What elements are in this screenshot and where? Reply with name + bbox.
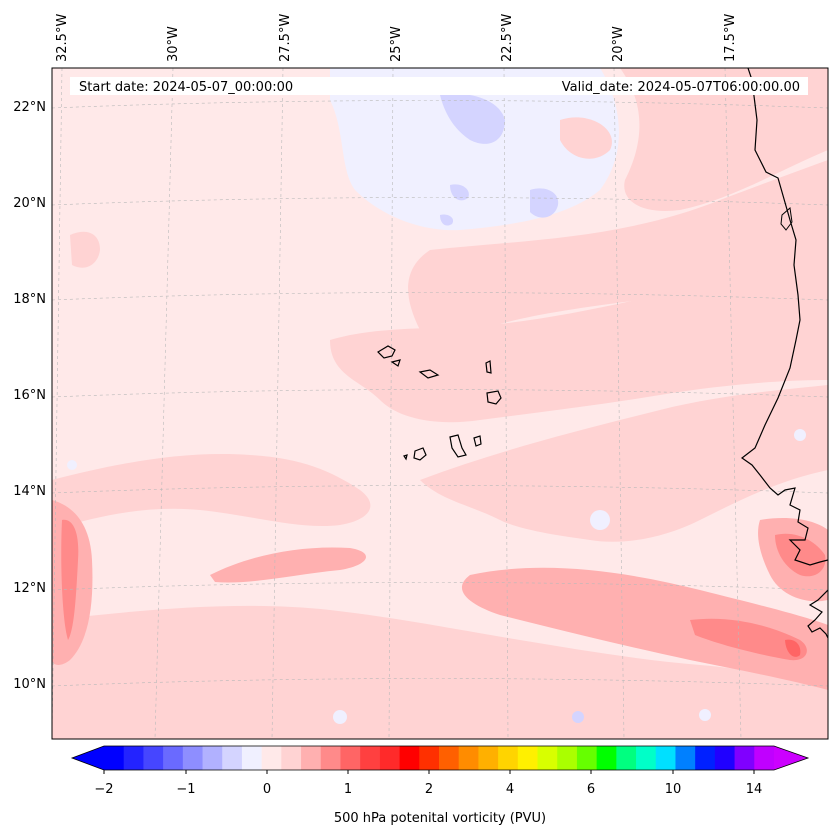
colorbar-segment — [340, 746, 361, 770]
colorbar-segment — [576, 746, 598, 770]
lat-label: 14°N — [13, 484, 46, 499]
coastline — [780, 207, 793, 231]
pv-band — [620, 68, 828, 211]
pv-band — [210, 547, 367, 583]
lat-label: 18°N — [13, 292, 46, 307]
colorbar-segment — [695, 746, 716, 770]
negative-pv-spot — [440, 93, 505, 144]
pv-band — [70, 231, 100, 268]
pv-core — [61, 519, 79, 640]
lon-label: 30°W — [166, 26, 181, 62]
colorbar-segment — [734, 746, 755, 770]
latitude-labels: 22°N 20°N 18°N 16°N 14°N 12°N 10°N — [13, 100, 46, 692]
lon-label: 22.5°W — [500, 14, 515, 62]
colorbar-segment — [675, 746, 696, 770]
coastline — [807, 589, 828, 639]
colorbar-tick-label: 10 — [665, 782, 682, 797]
colorbar-segment — [241, 746, 263, 770]
colorbar-tick-label: −1 — [176, 782, 195, 797]
colorbar-segment — [182, 746, 204, 770]
negative-pv-spot — [440, 214, 454, 226]
colorbar-tick-label: −2 — [94, 782, 113, 797]
gridlines — [52, 68, 828, 739]
colorbar-segment — [419, 746, 440, 770]
pv-band — [52, 605, 828, 739]
colorbar-segment — [261, 746, 282, 770]
lat-label: 16°N — [13, 388, 46, 403]
negative-pv-spot — [67, 460, 77, 470]
colorbar-under-extend — [72, 746, 104, 770]
colorbar-segment — [281, 746, 302, 770]
colorbar-over-extend — [774, 746, 808, 770]
lat-label: 12°N — [13, 581, 46, 596]
negative-pv-spot — [590, 510, 610, 530]
colorbar-segment — [655, 746, 676, 770]
coastline — [740, 68, 828, 566]
colorbar-segment — [596, 746, 617, 770]
colorbar-segment — [458, 746, 479, 770]
colorbar-segment — [754, 746, 775, 770]
colorbar-tick-label: 4 — [506, 782, 514, 797]
pv-band — [461, 567, 828, 690]
colorbar-segment — [478, 746, 499, 770]
lat-label: 20°N — [13, 196, 46, 211]
pv-band — [420, 385, 828, 542]
pv-field — [52, 68, 828, 739]
colorbar-tick-label: 14 — [746, 782, 763, 797]
pv-band — [52, 454, 371, 530]
lon-label: 27.5°W — [278, 14, 293, 62]
valid-date: Valid_date: 2024-05-07T06:00:00.00 — [562, 80, 800, 95]
islands — [377, 345, 502, 461]
pv-core — [785, 639, 801, 657]
colorbar — [70, 745, 810, 774]
colorbar-tick-label: 1 — [344, 782, 352, 797]
colorbar-segment — [360, 746, 381, 770]
colorbar-segment — [616, 746, 637, 770]
negative-pv-spot — [699, 709, 711, 721]
colorbar-segment — [123, 746, 144, 770]
negative-pv-spot — [794, 429, 806, 441]
lon-label: 17.5°W — [723, 14, 738, 62]
pv-core — [690, 618, 807, 661]
colorbar-segment — [379, 746, 401, 770]
colorbar-segment — [104, 746, 125, 770]
colorbar-ticks: −2 −1 0 1 2 4 6 10 14 — [94, 782, 762, 797]
lon-label: 25°W — [389, 26, 404, 62]
negative-pv-spot — [450, 184, 469, 201]
lat-label: 10°N — [13, 677, 46, 692]
colorbar-segment — [557, 746, 578, 770]
pv-core — [775, 533, 826, 577]
colorbar-segment — [498, 746, 519, 770]
colorbar-segment — [517, 746, 539, 770]
colorbar-tick-label: 2 — [425, 782, 433, 797]
colorbar-segment — [202, 746, 223, 770]
lon-label: 32.5°W — [55, 14, 70, 62]
colorbar-segment — [636, 746, 657, 770]
colorbar-segment — [399, 746, 420, 770]
lat-label: 22°N — [13, 100, 46, 115]
colorbar-tick-label: 6 — [587, 782, 595, 797]
map-border — [51, 67, 829, 740]
colorbar-segment — [537, 746, 558, 770]
colorbar-segment — [714, 746, 736, 770]
colorbar-segment — [143, 746, 164, 770]
colorbar-segment — [320, 746, 341, 770]
negative-pv-spot — [572, 711, 584, 723]
longitude-labels: 32.5°W 30°W 27.5°W 25°W 22.5°W 20°W 17.5… — [55, 14, 738, 62]
colorbar-title: 500 hPa potenital vorticity (PVU) — [334, 811, 546, 826]
pv-band — [330, 255, 828, 423]
pv-band — [560, 117, 612, 159]
colorbar-segment — [301, 746, 322, 770]
colorbar-segment — [439, 746, 460, 770]
colorbar-segment — [222, 746, 243, 770]
negative-pv-spot — [333, 710, 347, 724]
lon-label: 20°W — [611, 26, 626, 62]
date-banner — [70, 77, 808, 95]
colorbar-segment — [163, 746, 184, 770]
negative-pv-spot — [530, 188, 559, 218]
start-date: Start date: 2024-05-07_00:00:00 — [79, 80, 293, 95]
colorbar-tick-label: 0 — [263, 782, 271, 797]
pv-band — [408, 160, 828, 342]
